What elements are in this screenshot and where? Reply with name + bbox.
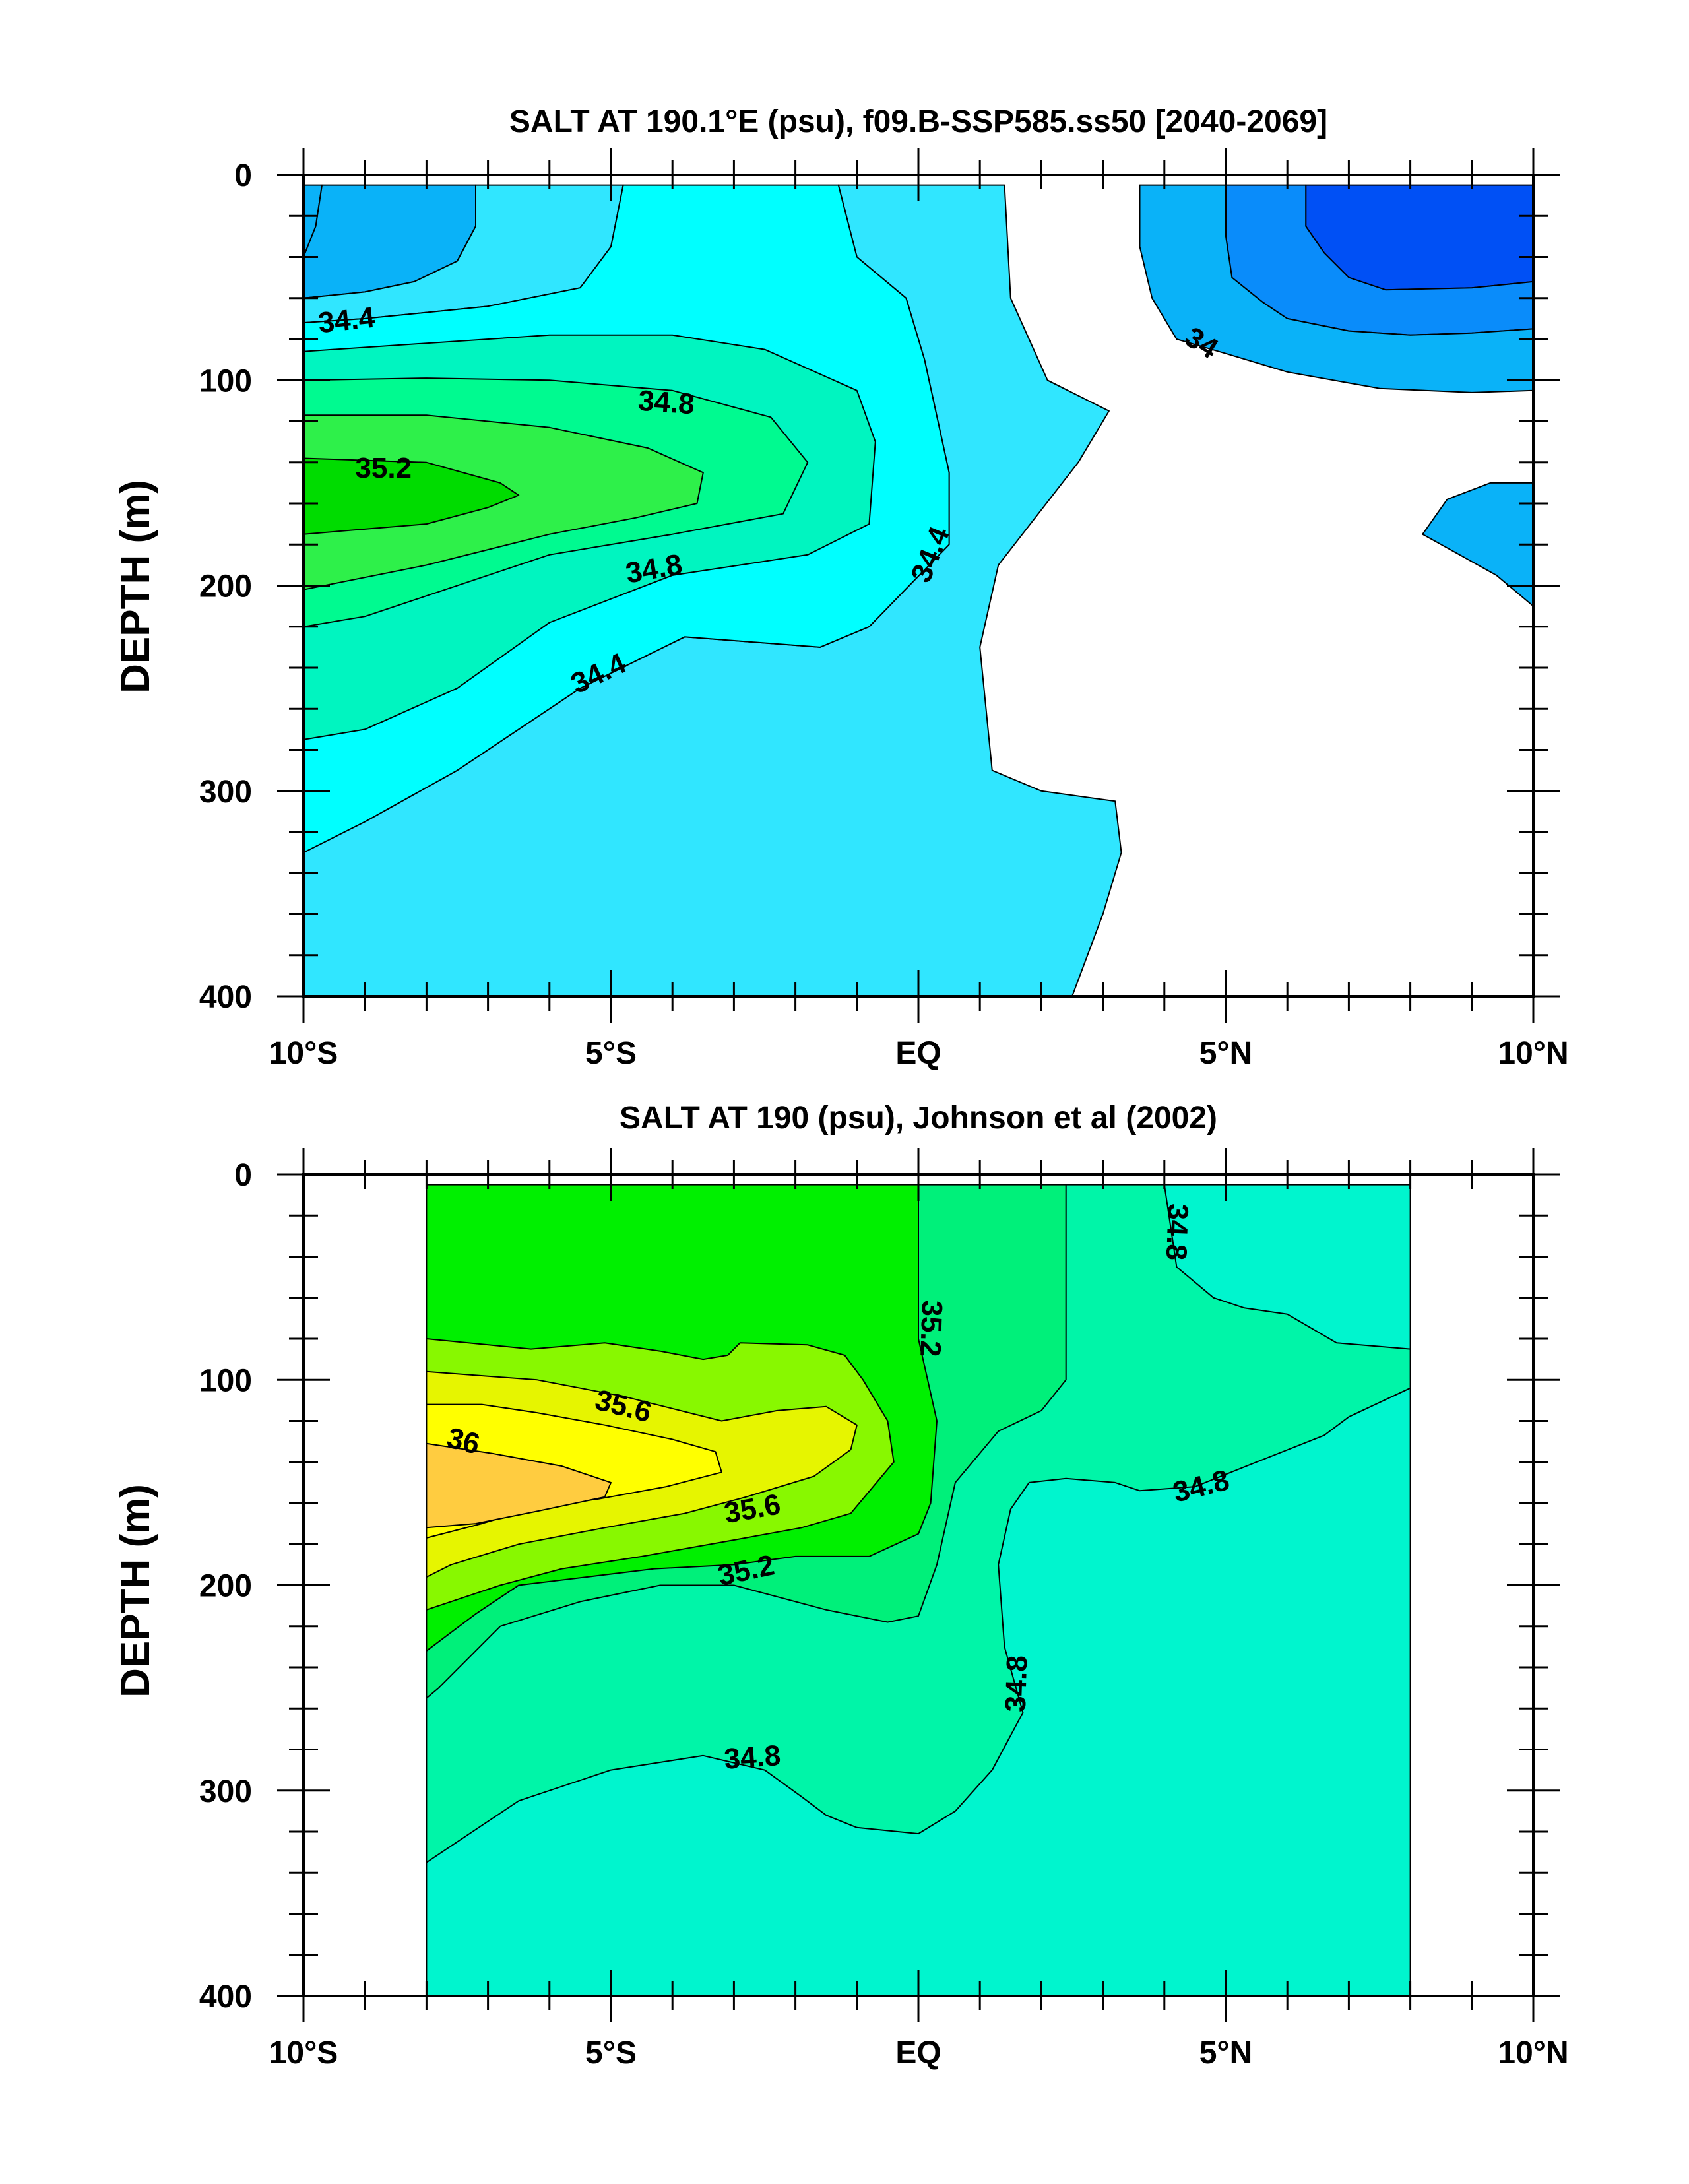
bottom-panel-title: SALT AT 190 (psu), Johnson et al (2002) [620, 1101, 1217, 1136]
top-contour-region-11 [303, 414, 704, 591]
bottom-contour-label-text: 34.8 [1160, 1204, 1194, 1261]
bottom-x-tick-label: 5°N [1199, 2036, 1253, 2071]
bottom-contour-label-text: 36 [444, 1421, 483, 1460]
top-x-tick-label: EQ [895, 1036, 941, 1071]
bottom-contour-region-9 [426, 1442, 612, 1529]
bottom-panel-axes: 10°S 5°S EQ 5°N 10°N 0 100 200 300 400 [199, 1148, 1569, 2071]
bottom-contour-label: 34.8 [1160, 1204, 1194, 1261]
top-y-tick-label: 200 [199, 569, 252, 604]
bottom-contour-label-text: 35.2 [914, 1300, 948, 1357]
bottom-contour-label: 34.8 [723, 1739, 782, 1776]
bottom-x-tick-label: 10°N [1498, 2036, 1568, 2071]
top-y-tick-label: 100 [199, 364, 252, 399]
top-panel: SALT AT 190.1°E (psu), f09.B-SSP585.ss50… [113, 104, 1569, 1071]
bottom-y-tick-label: 400 [199, 1979, 252, 2014]
bottom-panel: SALT AT 190 (psu), Johnson et al (2002) … [113, 1101, 1569, 2071]
top-contour-label: 34.4 [317, 302, 377, 340]
top-y-tick-label: 0 [234, 158, 252, 193]
top-contour-label-text: 34.4 [317, 302, 377, 340]
bottom-contour-label: 36 [444, 1421, 483, 1460]
bottom-y-tick-label: 100 [199, 1363, 252, 1398]
bottom-panel-y-axis-label: DEPTH (m) [113, 1484, 158, 1698]
top-contour-label: 35.2 [355, 452, 412, 484]
bottom-x-tick-label: EQ [895, 2036, 941, 2071]
bottom-panel-filled-contours [426, 1184, 1411, 1997]
bottom-x-tick-label: 5°S [585, 2036, 637, 2071]
top-y-tick-label: 300 [199, 775, 252, 810]
bottom-y-tick-label: 300 [199, 1774, 252, 1809]
top-panel-filled-contours [303, 184, 1534, 997]
bottom-contour-label-text: 34.8 [723, 1739, 782, 1776]
bottom-x-tick-label: 10°S [269, 2036, 338, 2071]
top-x-tick-label: 5°N [1199, 1036, 1253, 1071]
top-panel-y-axis-label: DEPTH (m) [113, 480, 158, 693]
bottom-y-tick-label: 0 [234, 1158, 252, 1193]
top-contour-region-12 [303, 457, 520, 535]
top-contour-label-text: 34.8 [637, 385, 696, 421]
bottom-y-tick-label: 200 [199, 1569, 252, 1604]
top-contour-label-text: 35.2 [355, 452, 412, 484]
top-y-tick-label: 400 [199, 980, 252, 1015]
top-x-tick-label: 10°S [269, 1036, 338, 1071]
top-x-tick-label: 5°S [585, 1036, 637, 1071]
bottom-contour-label-text: 34.8 [1000, 1655, 1034, 1712]
top-x-tick-label: 10°N [1498, 1036, 1568, 1071]
top-contour-label: 34.8 [637, 385, 696, 421]
top-panel-title: SALT AT 190.1°E (psu), f09.B-SSP585.ss50… [509, 104, 1327, 139]
bottom-contour-label: 34.8 [1000, 1655, 1034, 1712]
bottom-contour-label: 35.2 [914, 1300, 948, 1357]
top-panel-axes: 10°S 5°S EQ 5°N 10°N 0 100 200 300 400 [199, 148, 1569, 1071]
